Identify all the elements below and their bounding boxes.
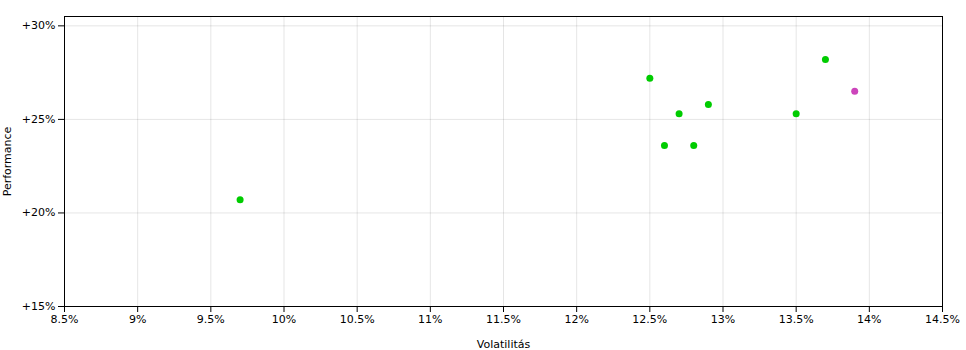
svg-text:8.5%: 8.5% — [51, 313, 79, 326]
svg-text:13.5%: 13.5% — [779, 313, 814, 326]
svg-text:12%: 12% — [564, 313, 588, 326]
svg-text:+25%: +25% — [22, 113, 56, 126]
svg-text:+15%: +15% — [22, 300, 56, 313]
svg-text:Performance: Performance — [1, 126, 14, 196]
svg-text:+20%: +20% — [22, 206, 56, 219]
svg-text:9.5%: 9.5% — [197, 313, 225, 326]
svg-text:10.5%: 10.5% — [340, 313, 375, 326]
svg-text:10%: 10% — [272, 313, 296, 326]
svg-text:+30%: +30% — [22, 19, 56, 32]
svg-text:14%: 14% — [857, 313, 881, 326]
svg-text:13%: 13% — [711, 313, 735, 326]
svg-text:Volatilitás: Volatilitás — [477, 338, 531, 350]
svg-text:12.5%: 12.5% — [632, 313, 667, 326]
svg-text:9%: 9% — [129, 313, 146, 326]
svg-text:11.5%: 11.5% — [486, 313, 521, 326]
svg-text:11%: 11% — [418, 313, 442, 326]
svg-text:14.5%: 14.5% — [925, 313, 960, 326]
